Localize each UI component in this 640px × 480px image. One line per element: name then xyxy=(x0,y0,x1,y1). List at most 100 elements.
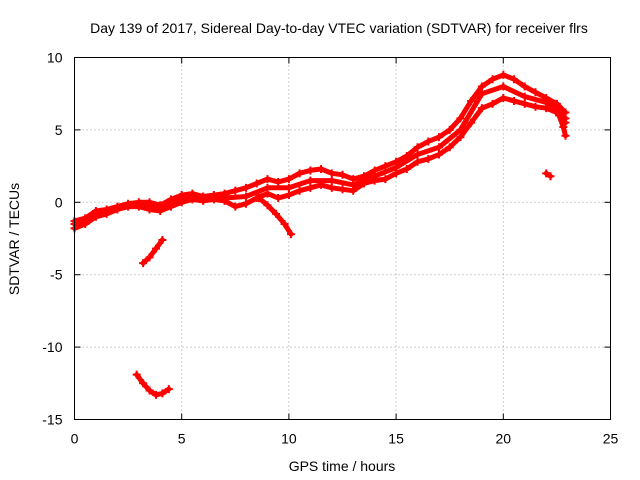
data-point xyxy=(91,209,100,218)
grid xyxy=(74,57,611,420)
data-point xyxy=(139,379,148,388)
data-point xyxy=(392,163,401,172)
x-tick-label: 0 xyxy=(71,431,79,447)
series-late-end-drop xyxy=(552,101,568,139)
data-point xyxy=(254,193,263,202)
data-point xyxy=(220,193,229,202)
data-point xyxy=(434,150,443,159)
data-point xyxy=(252,179,261,188)
data-point xyxy=(327,176,336,185)
series-short-segment-3h xyxy=(140,237,165,266)
data-point xyxy=(499,82,508,91)
data-point xyxy=(477,89,486,98)
data-point xyxy=(561,131,570,140)
data-point xyxy=(542,169,551,178)
data-point xyxy=(434,143,443,152)
data-point xyxy=(338,170,347,179)
data-point xyxy=(456,114,465,123)
data-point xyxy=(445,143,454,152)
y-tick-label: 5 xyxy=(55,122,63,138)
data-point xyxy=(402,164,411,173)
y-axis-label: SDTVAR / TECUs xyxy=(6,183,22,295)
data-point xyxy=(477,104,486,113)
data-point xyxy=(145,386,154,395)
data-point xyxy=(306,183,315,192)
data-point xyxy=(317,164,326,173)
data-point xyxy=(156,204,165,213)
data-point xyxy=(242,199,251,208)
x-tick-label: 15 xyxy=(388,431,404,447)
data-point xyxy=(327,169,336,178)
data-point xyxy=(145,253,154,262)
data-point xyxy=(467,96,476,105)
data-point xyxy=(295,169,304,178)
series-arc-near-10h xyxy=(256,195,294,237)
data-point xyxy=(520,82,529,91)
data-point xyxy=(284,191,293,200)
data-point xyxy=(424,137,433,146)
plot-frame xyxy=(74,57,611,420)
data-point xyxy=(151,244,160,253)
data-point xyxy=(242,192,251,201)
data-point xyxy=(531,88,540,97)
data-point xyxy=(132,370,141,379)
data-point xyxy=(306,166,315,175)
data-point xyxy=(550,99,559,108)
data-point xyxy=(413,143,422,152)
data-point xyxy=(134,201,143,210)
data-point xyxy=(499,70,508,79)
series-layer xyxy=(70,70,570,399)
data-point xyxy=(177,195,186,204)
data-point xyxy=(263,183,272,192)
x-tick-label: 25 xyxy=(603,431,619,447)
data-point xyxy=(499,94,508,103)
tick-labels: 0 5 10 15 20 25 -15 -10 -5 0 5 10 xyxy=(42,50,618,447)
data-point xyxy=(231,186,240,195)
data-point xyxy=(263,201,272,210)
data-point xyxy=(542,98,551,107)
data-point xyxy=(424,154,433,163)
y-tick-label: 10 xyxy=(47,50,63,66)
data-point xyxy=(559,123,568,132)
x-tick-label: 5 xyxy=(178,431,186,447)
data-point xyxy=(158,389,167,398)
axis-ticks xyxy=(74,57,611,420)
data-point xyxy=(295,186,304,195)
data-point xyxy=(413,157,422,166)
data-point xyxy=(370,172,379,181)
data-point xyxy=(456,125,465,134)
data-point xyxy=(349,180,358,189)
data-point xyxy=(445,125,454,134)
data-point xyxy=(531,102,540,111)
y-tick-label: 0 xyxy=(55,194,63,210)
data-point xyxy=(139,259,148,268)
data-point xyxy=(520,92,529,101)
data-point xyxy=(488,99,497,108)
data-point xyxy=(327,183,336,192)
data-point xyxy=(263,175,272,184)
series-arc-near-minus-13 xyxy=(134,372,172,398)
data-point xyxy=(231,202,240,211)
y-tick-label: -15 xyxy=(42,412,62,428)
x-tick-label: 10 xyxy=(281,431,297,447)
data-point xyxy=(113,204,122,213)
chart-title: Day 139 of 2017, Sidereal Day-to-day VTE… xyxy=(90,20,588,36)
data-point xyxy=(561,114,570,123)
data-point xyxy=(434,133,443,142)
data-point xyxy=(488,75,497,84)
data-point xyxy=(546,172,555,181)
data-point xyxy=(158,235,167,244)
data-point xyxy=(477,82,486,91)
data-point xyxy=(199,193,208,202)
data-point xyxy=(164,385,173,394)
x-axis-label: GPS time / hours xyxy=(289,458,396,474)
data-point xyxy=(284,183,293,192)
series-main-band-upper xyxy=(72,72,568,224)
data-point xyxy=(284,175,293,184)
data-point xyxy=(381,162,390,171)
data-point xyxy=(242,183,251,192)
data-point xyxy=(456,133,465,142)
data-point xyxy=(338,185,347,194)
data-point xyxy=(467,118,476,127)
